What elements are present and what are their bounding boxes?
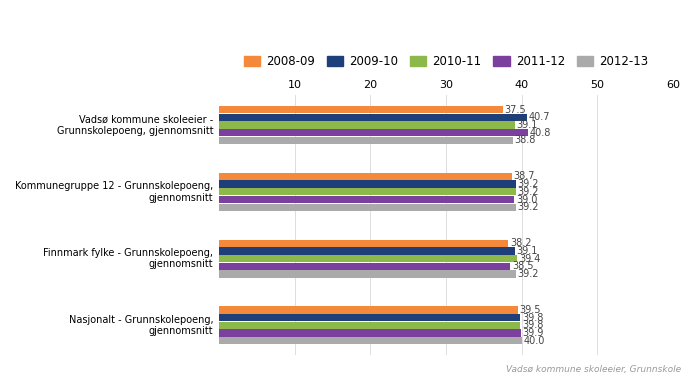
Bar [219, 270, 516, 277]
Text: 40.7: 40.7 [529, 112, 550, 122]
Bar [219, 306, 518, 314]
Bar [219, 329, 521, 337]
Text: 39.1: 39.1 [516, 120, 538, 130]
Bar [219, 180, 516, 188]
Text: 40.8: 40.8 [530, 128, 551, 138]
Bar [219, 137, 512, 144]
Bar [219, 203, 516, 211]
Bar [219, 129, 528, 136]
Text: 39.2: 39.2 [518, 179, 539, 189]
Text: 39.5: 39.5 [520, 305, 541, 315]
Bar [219, 314, 520, 321]
Bar [219, 322, 520, 329]
Text: 39.4: 39.4 [519, 254, 540, 263]
Text: 39.8: 39.8 [522, 313, 543, 323]
Legend: 2008-09, 2009-10, 2010-11, 2011-12, 2012-13: 2008-09, 2009-10, 2010-11, 2011-12, 2012… [243, 55, 648, 68]
Text: 39.1: 39.1 [516, 246, 538, 256]
Bar [219, 255, 517, 262]
Bar [219, 263, 510, 270]
Bar [219, 173, 512, 180]
Bar [219, 114, 527, 121]
Text: 39.9: 39.9 [523, 328, 544, 338]
Bar [219, 121, 515, 129]
Text: 39.2: 39.2 [518, 187, 539, 197]
Text: 37.5: 37.5 [505, 105, 526, 115]
Bar [219, 106, 502, 113]
Bar [219, 196, 514, 203]
Bar [219, 337, 522, 344]
Bar [219, 188, 516, 195]
Text: 39.2: 39.2 [518, 202, 539, 212]
Text: 39.8: 39.8 [522, 321, 543, 330]
Text: 38.8: 38.8 [514, 135, 536, 146]
Text: 38.2: 38.2 [510, 238, 532, 248]
Bar [219, 240, 508, 247]
Text: 40.0: 40.0 [523, 336, 545, 346]
Text: 38.7: 38.7 [514, 172, 535, 181]
Bar [219, 247, 515, 255]
Text: Vadsø kommune skoleeier, Grunnskole: Vadsø kommune skoleeier, Grunnskole [506, 365, 681, 374]
Text: 39.2: 39.2 [518, 269, 539, 279]
Text: 39.0: 39.0 [516, 195, 537, 204]
Text: 38.5: 38.5 [512, 261, 534, 271]
